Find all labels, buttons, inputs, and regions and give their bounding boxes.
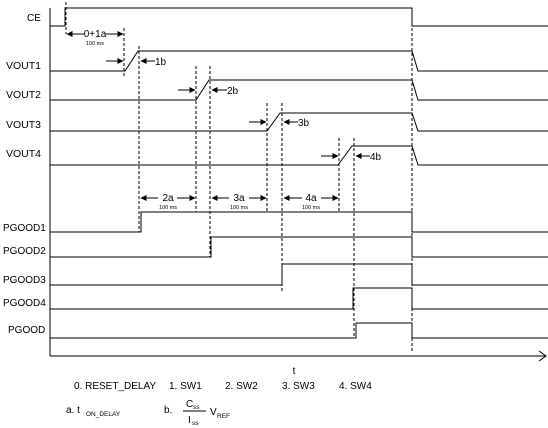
label-pgood2: PGOOD2 — [3, 246, 46, 257]
label-ce: CE — [27, 13, 41, 24]
interval-4a-label: 4a — [305, 193, 317, 204]
label-vout2: VOUT2 — [6, 89, 41, 101]
interval-0-1a-duration: 100 ms — [86, 41, 104, 47]
waveform-pgood1 — [50, 211, 548, 233]
label-vout1: VOUT1 — [6, 60, 41, 72]
legend-b-denominator: I — [188, 415, 191, 426]
time-axis-label: t — [293, 366, 296, 377]
interval-3a-label: 3a — [233, 193, 245, 204]
legend-reset-delay: 0. RESET_DELAY — [74, 381, 156, 392]
legend-b-numerator: C — [186, 399, 193, 410]
label-vout4: VOUT4 — [6, 148, 41, 160]
label-pgood1: PGOOD1 — [3, 223, 46, 234]
waveform-pgood2 — [50, 236, 548, 258]
label-pgood4: PGOOD4 — [3, 298, 46, 309]
waveform-ce — [50, 7, 548, 27]
waveform-pgood3 — [50, 263, 548, 286]
legend-sw3: 3. SW3 — [282, 381, 315, 392]
waveform-vout4 — [50, 145, 548, 166]
legend-sw1: 1. SW1 — [169, 381, 202, 392]
legend-b-denominator-sub: ss — [192, 420, 199, 427]
legend-b-vref-sub: REF — [217, 413, 230, 420]
waveform-vout2 — [50, 79, 548, 101]
interval-4a-duration: 100 ms — [302, 205, 320, 211]
ramp-3b-label: 3b — [298, 118, 310, 129]
legend-b-prefix: b. — [164, 405, 172, 416]
ramp-2b-label: 2b — [227, 86, 239, 97]
waveform-pgood4 — [50, 287, 548, 310]
interval-2a-label: 2a — [162, 193, 174, 204]
legend-sw4: 4. SW4 — [339, 381, 372, 392]
waveform-vout1 — [50, 50, 548, 72]
label-vout3: VOUT3 — [6, 119, 41, 131]
label-pgood3: PGOOD3 — [3, 275, 46, 286]
waveform-pgood — [50, 322, 548, 339]
legend-sw2: 2. SW2 — [225, 381, 258, 392]
ramp-1b-label: 1b — [155, 57, 167, 68]
interval-3a-duration: 100 ms — [230, 205, 248, 211]
waveform-vout3 — [50, 112, 548, 132]
legend-b-vref: V — [210, 407, 217, 418]
ramp-4b-label: 4b — [370, 152, 382, 163]
legend-b-numerator-sub: ss — [193, 404, 200, 411]
time-axis-arrowhead — [538, 350, 547, 362]
legend-a-t: a. t — [66, 405, 80, 416]
legend-a-subscript: ON_DELAY — [86, 411, 121, 418]
label-pgood: PGOOD — [8, 325, 45, 336]
interval-2a-duration: 100 ms — [159, 205, 177, 211]
interval-0-1a-label: 0+1a — [84, 29, 107, 40]
